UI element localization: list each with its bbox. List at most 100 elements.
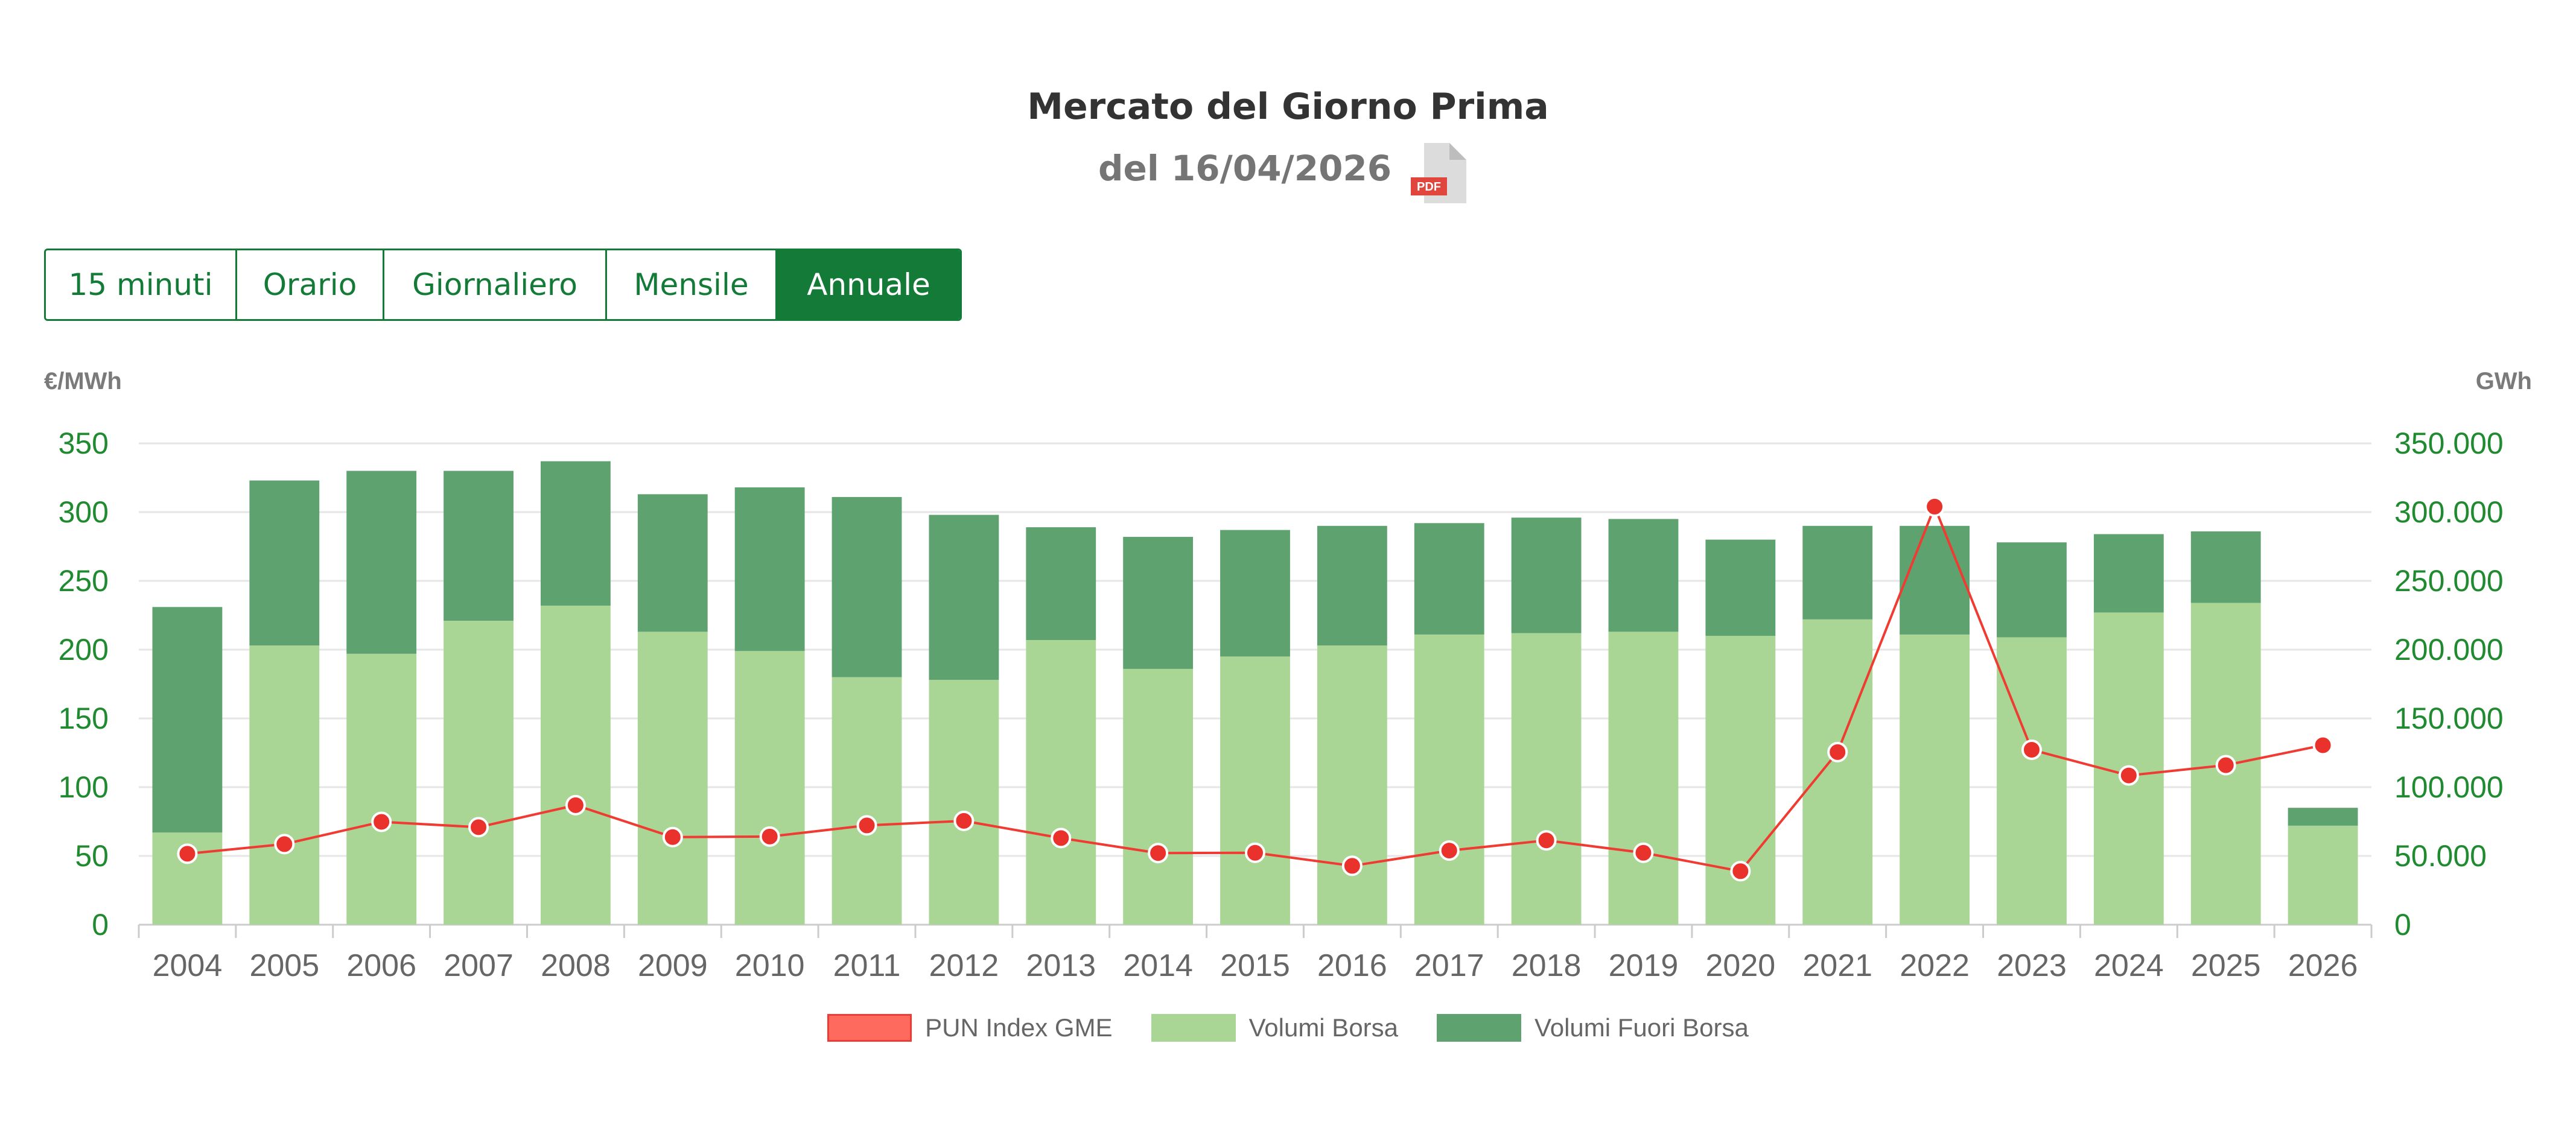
x-axis-tick: 2026 — [2288, 948, 2358, 983]
legend-borsa[interactable]: Volumi Borsa — [1151, 1013, 1398, 1042]
bar-volumi-borsa — [2288, 825, 2358, 925]
x-axis-tick: 2006 — [346, 948, 416, 983]
x-axis-tick: 2019 — [1609, 948, 1679, 983]
legend-label-borsa: Volumi Borsa — [1248, 1013, 1399, 1042]
point-pun-index-gme — [1439, 840, 1460, 861]
bar-volumi-borsa — [1317, 645, 1387, 925]
x-axis-tick: 2010 — [735, 948, 805, 983]
point-pun-index-gme — [1924, 496, 1945, 517]
point-pun-index-gme — [1730, 861, 1751, 882]
right-axis-tick: 350.000 — [2394, 426, 2504, 460]
bar-volumi-fuori-borsa — [832, 496, 902, 677]
left-axis-tick: 0 — [92, 908, 109, 942]
x-axis-tick: 2022 — [1900, 948, 1970, 983]
bar-volumi-borsa — [346, 653, 417, 925]
point-pun-index-gme — [1148, 843, 1169, 864]
right-axis-tick: 250.000 — [2394, 564, 2504, 598]
bar-volumi-borsa — [832, 677, 902, 925]
bar-volumi-borsa — [1997, 637, 2067, 925]
bar-volumi-fuori-borsa — [1414, 523, 1484, 635]
x-axis-tick: 2004 — [153, 948, 223, 983]
tab-giornaliero[interactable]: Giornaliero — [384, 250, 607, 319]
x-axis-tick: 2016 — [1317, 948, 1387, 983]
point-pun-index-gme — [565, 794, 586, 816]
point-pun-index-gme — [2215, 755, 2236, 776]
bar-volumi-fuori-borsa — [541, 461, 611, 606]
point-pun-index-gme — [856, 815, 877, 836]
point-pun-index-gme — [2118, 765, 2139, 786]
x-axis-tick: 2024 — [2094, 948, 2164, 983]
page-title: Mercato del Giorno Prima — [1027, 86, 1549, 128]
legend-label-fuori-borsa: Volumi Fuori Borsa — [1534, 1013, 1749, 1042]
x-axis-tick: 2012 — [929, 948, 999, 983]
pdf-file-icon[interactable]: PDF — [1406, 140, 1472, 206]
bar-volumi-borsa — [1026, 640, 1096, 925]
tab-annuale[interactable]: Annuale — [777, 250, 960, 319]
x-axis-tick: 2011 — [833, 948, 901, 983]
left-axis-tick: 150 — [59, 702, 109, 735]
right-axis-unit: GWh — [2475, 368, 2532, 394]
bar-volumi-borsa — [1123, 668, 1194, 925]
bar-volumi-fuori-borsa — [1511, 518, 1582, 633]
bar-volumi-fuori-borsa — [346, 470, 417, 654]
bar-volumi-fuori-borsa — [2288, 808, 2358, 826]
x-axis-tick: 2020 — [1706, 948, 1776, 983]
point-pun-index-gme — [1051, 828, 1072, 849]
point-pun-index-gme — [953, 810, 975, 831]
point-pun-index-gme — [1245, 842, 1265, 863]
bar-volumi-borsa — [1220, 656, 1290, 925]
x-axis-tick: 2017 — [1414, 948, 1484, 983]
bar-volumi-fuori-borsa — [1026, 527, 1096, 641]
point-pun-index-gme — [1341, 855, 1363, 876]
right-axis-tick: 0 — [2394, 908, 2411, 942]
bar-volumi-fuori-borsa — [1220, 530, 1290, 657]
bar-volumi-borsa — [444, 621, 514, 925]
x-axis-tick: 2007 — [444, 948, 514, 983]
left-axis-tick: 250 — [59, 564, 109, 598]
bar-volumi-fuori-borsa — [1317, 525, 1387, 646]
point-pun-index-gme — [177, 843, 198, 864]
x-axis-tick: 2014 — [1123, 948, 1193, 983]
bar-volumi-fuori-borsa — [249, 480, 320, 646]
chart: 0 0 50 50.000 100 100.000 150 150.000 200 200.000… — [59, 426, 2504, 983]
bar-volumi-borsa — [1802, 619, 1873, 925]
bar-volumi-fuori-borsa — [734, 487, 805, 651]
legend-pun[interactable]: PUN Index GME — [827, 1013, 1113, 1042]
point-pun-index-gme — [371, 811, 392, 832]
point-pun-index-gme — [1536, 830, 1557, 851]
x-axis-tick: 2015 — [1220, 948, 1290, 983]
tab-orario[interactable]: Orario — [237, 250, 384, 319]
point-pun-index-gme — [1633, 842, 1654, 863]
tab-15-minuti[interactable]: 15 minuti — [46, 250, 237, 319]
point-pun-index-gme — [2021, 739, 2042, 760]
bar-volumi-borsa — [1900, 634, 1970, 925]
bar-volumi-fuori-borsa — [152, 607, 223, 833]
point-pun-index-gme — [274, 834, 295, 855]
period-tabs: 15 minuti Orario Giornaliero Mensile Ann… — [44, 249, 962, 321]
point-pun-index-gme — [468, 817, 489, 838]
legend-swatch-borsa — [1151, 1014, 1236, 1042]
x-axis-tick: 2005 — [249, 948, 319, 983]
bar-volumi-borsa — [734, 651, 805, 925]
tab-mensile[interactable]: Mensile — [607, 250, 777, 319]
right-axis-tick: 50.000 — [2394, 839, 2487, 873]
bar-volumi-fuori-borsa — [2093, 534, 2164, 613]
bar-volumi-fuori-borsa — [2190, 531, 2261, 603]
left-axis-unit: €/MWh — [44, 368, 122, 394]
left-axis-tick: 100 — [59, 770, 109, 804]
bar-volumi-fuori-borsa — [929, 515, 999, 680]
page-subtitle: del 16/04/2026 — [1098, 148, 1392, 189]
point-pun-index-gme — [2312, 735, 2333, 756]
pdf-label: PDF — [1417, 180, 1441, 194]
bar-volumi-fuori-borsa — [1997, 542, 2067, 638]
x-axis-tick: 2009 — [638, 948, 708, 983]
legend-swatch-fuori-borsa — [1437, 1014, 1522, 1042]
x-axis-tick: 2018 — [1512, 948, 1582, 983]
left-axis-tick: 50 — [75, 839, 109, 873]
chart-legend: PUN Index GME Volumi Borsa Volumi Fuori … — [0, 1013, 2576, 1042]
x-axis-tick: 2008 — [541, 948, 611, 983]
legend-fuori-borsa[interactable]: Volumi Fuori Borsa — [1437, 1013, 1749, 1042]
legend-label-pun: PUN Index GME — [925, 1013, 1113, 1042]
bar-volumi-borsa — [637, 632, 708, 925]
bar-volumi-borsa — [929, 680, 999, 925]
